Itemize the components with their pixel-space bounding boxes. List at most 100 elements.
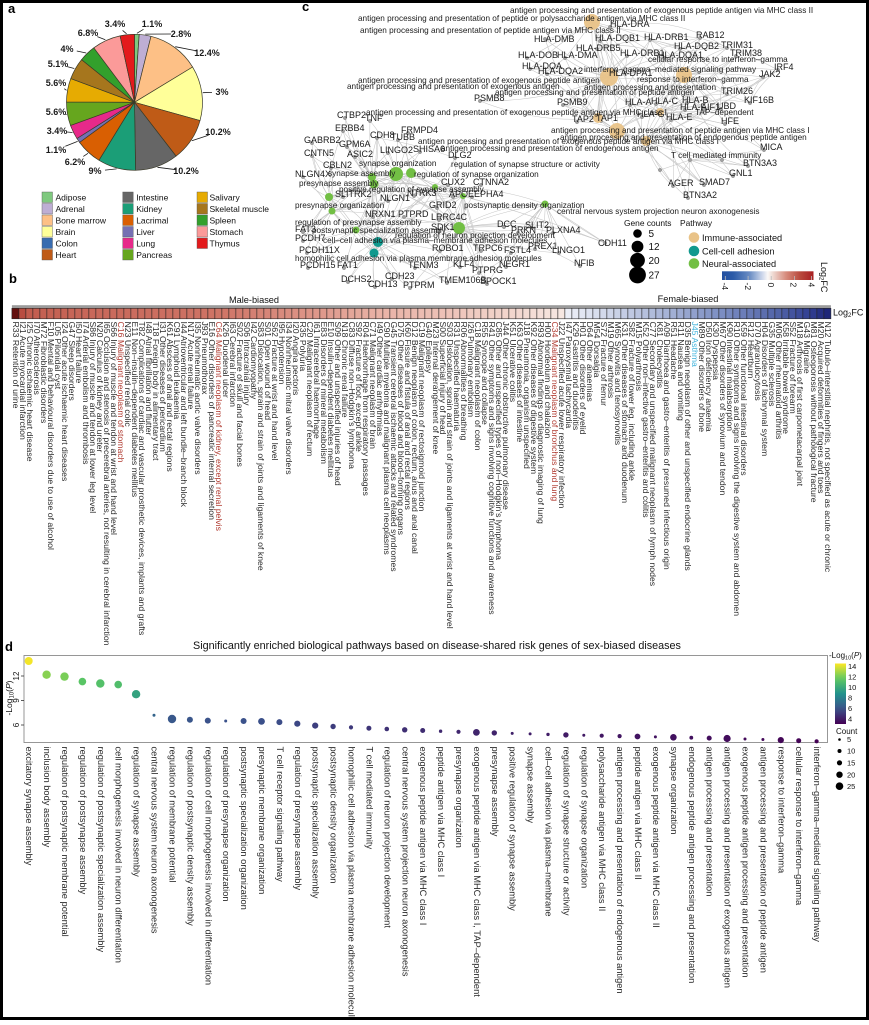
svg-text:regulation of presynapse organ: regulation of presynapse organization [221, 747, 231, 902]
svg-text:PSMB9: PSMB9 [557, 97, 588, 107]
svg-text:Lung: Lung [136, 239, 155, 249]
svg-text:central nervous system neuron: central nervous system neuron axonogenes… [150, 747, 160, 934]
svg-text:Neural-associated: Neural-associated [702, 259, 776, 269]
svg-text:Stomach: Stomach [210, 227, 244, 237]
svg-text:exogenous peptide antigen via: exogenous peptide antigen via MHC class … [651, 747, 661, 928]
svg-text:SHISA6: SHISA6 [413, 144, 445, 154]
svg-text:10: 10 [848, 683, 856, 692]
svg-text:12: 12 [848, 673, 856, 682]
svg-text:postsynaptic specialization as: postsynaptic specialization assembly [311, 747, 321, 899]
svg-text:Spleen: Spleen [210, 216, 237, 226]
svg-text:cell–cell adhesion via plasma–: cell–cell adhesion via plasma–membrane [544, 747, 554, 917]
svg-text:HLA-A: HLA-A [625, 97, 652, 107]
svg-text:-2: -2 [743, 283, 753, 291]
svg-text:HLA-DOB: HLA-DOB [518, 50, 558, 60]
svg-text:homophilic cell adhesion via p: homophilic cell adhesion via plasma memb… [347, 747, 357, 1021]
svg-text:antigen processing and present: antigen processing and presentation of e… [723, 747, 733, 988]
svg-text:central nervous system project: central nervous system projection neuron… [557, 207, 760, 216]
svg-text:Adrenal: Adrenal [56, 204, 85, 214]
svg-text:Lacrimal: Lacrimal [136, 216, 168, 226]
svg-text:presynapse organization: presynapse organization [454, 747, 464, 848]
svg-text:antigen processing and present: antigen processing and presentation of p… [758, 747, 768, 973]
svg-text:5: 5 [847, 735, 851, 744]
svg-text:6.2%: 6.2% [65, 157, 86, 167]
svg-text:HLA-C: HLA-C [651, 96, 679, 106]
svg-text:LRRC4C: LRRC4C [431, 212, 468, 222]
svg-text:20: 20 [649, 256, 661, 267]
svg-text:positive regulation of synapse: positive regulation of synapse assembly [508, 747, 518, 912]
svg-text:antigen processing and present: antigen processing and presentation [705, 747, 715, 897]
svg-text:10: 10 [847, 747, 855, 756]
svg-text:Salivary: Salivary [210, 193, 241, 203]
svg-text:regulation of synapse structur: regulation of synapse structure or activ… [451, 160, 601, 169]
svg-text:ERBB4: ERBB4 [335, 123, 365, 133]
svg-text:antigen processing and present: antigen processing and presentation of e… [366, 108, 667, 117]
svg-text:3.4%: 3.4% [47, 126, 68, 136]
svg-text:5.6%: 5.6% [46, 78, 67, 88]
svg-text:regulation of postsynapse asse: regulation of postsynapse assembly [78, 747, 88, 895]
svg-text:2.8%: 2.8% [171, 29, 192, 39]
svg-text:response to interferon–gamma: response to interferon–gamma [776, 747, 786, 874]
svg-text:a: a [8, 1, 16, 16]
svg-text:peptide antigen via MHC class: peptide antigen via MHC class I [436, 747, 446, 878]
svg-text:Bone marrow: Bone marrow [56, 216, 107, 226]
svg-text:Immune-associated: Immune-associated [702, 233, 782, 243]
svg-text:6.8%: 6.8% [78, 28, 99, 38]
svg-text:TRPC6: TRPC6 [473, 243, 503, 253]
svg-text:HLA-DQA2: HLA-DQA2 [538, 66, 583, 76]
svg-text:Liver: Liver [136, 227, 155, 237]
svg-text:ASIC2: ASIC2 [347, 149, 373, 159]
svg-text:ROBO1: ROBO1 [432, 243, 464, 253]
svg-text:6: 6 [848, 704, 852, 713]
svg-text:HLA-DRA: HLA-DRA [610, 19, 650, 29]
svg-text:5.1%: 5.1% [48, 59, 69, 69]
svg-text:MICA: MICA [760, 142, 783, 152]
svg-text:HFE: HFE [721, 116, 739, 126]
svg-text:SLITRK2: SLITRK2 [335, 189, 372, 199]
svg-text:endogenous peptide antigen pro: endogenous peptide antigen processing an… [687, 747, 697, 984]
svg-text:GABRB2: GABRB2 [304, 135, 341, 145]
svg-text:TAP1: TAP1 [596, 113, 618, 123]
svg-text:regulation of synapse organiza: regulation of synapse organization [579, 747, 589, 889]
svg-text:Female-biased: Female-biased [658, 294, 719, 304]
svg-text:regulation of membrane potenti: regulation of membrane potential [167, 747, 177, 883]
svg-text:27: 27 [649, 271, 661, 282]
svg-text:excitatory synapse assembly: excitatory synapse assembly [24, 747, 34, 866]
svg-text:4%: 4% [60, 44, 73, 54]
svg-text:GPM6A: GPM6A [339, 139, 371, 149]
svg-text:14: 14 [848, 662, 856, 671]
svg-text:TNF: TNF [365, 113, 383, 123]
svg-text:4: 4 [807, 283, 817, 288]
svg-text:exogenous peptide antigen via: exogenous peptide antigen via MHC class … [472, 747, 482, 998]
svg-text:cell morphogenesis involved in: cell morphogenesis involved in neuron di… [114, 747, 124, 963]
svg-text:T cell receptor signaling path: T cell receptor signaling pathway [275, 747, 285, 883]
svg-text:central nervous system project: central nervous system projection neuron… [400, 747, 410, 977]
svg-text:10.2%: 10.2% [205, 127, 231, 137]
svg-text:Pancreas: Pancreas [136, 250, 172, 260]
svg-text:Heart: Heart [56, 250, 77, 260]
svg-text:CTBP2: CTBP2 [337, 110, 366, 120]
svg-text:interferon–gamma–mediated sign: interferon–gamma–mediated signaling path… [812, 747, 822, 943]
svg-text:12: 12 [12, 671, 21, 680]
svg-text:LINGO1: LINGO1 [552, 245, 585, 255]
svg-text:2: 2 [789, 283, 799, 288]
svg-text:Intestine: Intestine [136, 193, 168, 203]
svg-text:HLA-G: HLA-G [637, 109, 665, 119]
svg-text:4: 4 [848, 715, 852, 724]
svg-text:Brain: Brain [56, 227, 76, 237]
svg-text:regulation of cell morphogenes: regulation of cell morphogenesis involve… [203, 747, 213, 986]
svg-text:synapse organization: synapse organization [669, 747, 679, 835]
svg-text:6: 6 [12, 722, 21, 727]
svg-text:PCDH15: PCDH15 [300, 260, 336, 270]
svg-text:JAK2: JAK2 [759, 69, 781, 79]
svg-text:CDH11: CDH11 [598, 238, 627, 248]
svg-text:NEGR1: NEGR1 [499, 259, 530, 269]
svg-text:CDH13: CDH13 [368, 279, 398, 289]
svg-text:Significantly enriched biologi: Significantly enriched biological pathwa… [193, 640, 682, 652]
svg-text:cellular response to interfero: cellular response to interferon–gamma [794, 747, 804, 906]
svg-text:SMAD7: SMAD7 [699, 177, 730, 187]
svg-text:postsynaptic specialization or: postsynaptic specialization organization [239, 747, 249, 910]
svg-text:regulation of synapse structur: regulation of synapse structure or activ… [561, 747, 571, 916]
svg-text:0: 0 [766, 283, 776, 288]
svg-text:GRID2: GRID2 [429, 200, 457, 210]
